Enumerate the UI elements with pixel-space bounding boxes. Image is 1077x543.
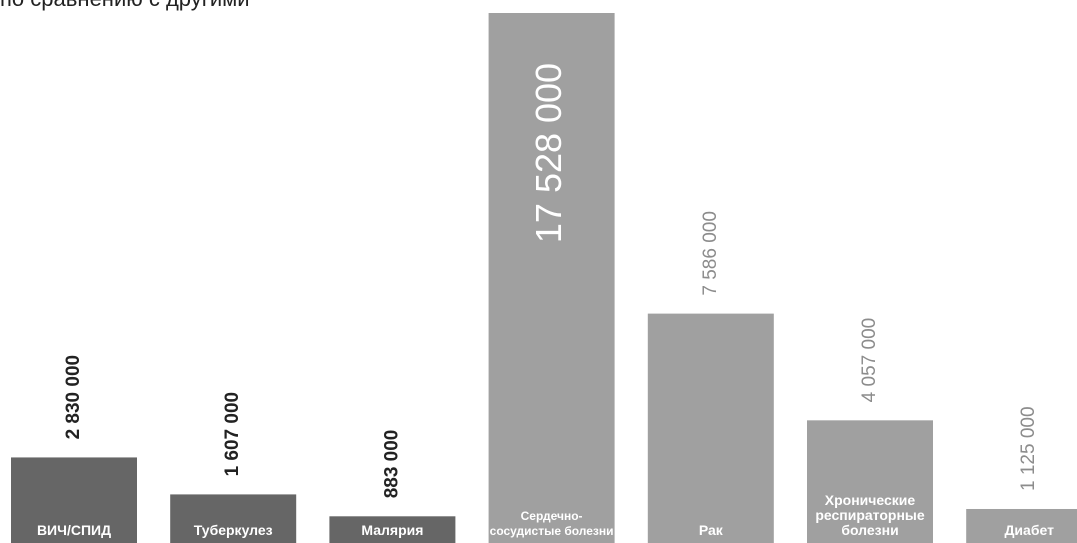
- value-label-5: 7 586 000: [700, 211, 721, 296]
- bar-1: [11, 457, 137, 543]
- category-label-4: Сердечно-сосудистые болезни: [490, 509, 614, 538]
- bar-2: [170, 494, 297, 543]
- category-label-7: Диабет: [1004, 522, 1054, 538]
- bar-6: [807, 420, 933, 543]
- category-label-5: Рак: [699, 522, 724, 538]
- category-label-1: ВИЧ/СПИД: [37, 522, 111, 538]
- value-label-2: 1 607 000: [222, 392, 243, 477]
- category-label-3: Малярия: [361, 522, 423, 538]
- bar-5: [647, 313, 774, 543]
- bar-3: [329, 516, 456, 543]
- value-label-3: 883 000: [381, 430, 402, 499]
- category-label-2: Туберкулез: [194, 522, 273, 538]
- value-label-7: 1 125 000: [1018, 406, 1039, 491]
- value-label-6: 4 057 000: [859, 318, 880, 403]
- bar-7: [966, 508, 1077, 543]
- bar-4: [488, 13, 615, 543]
- value-label-4: 17 528 000: [528, 63, 569, 243]
- category-label-6: Хронические респираторные болезни: [815, 492, 925, 538]
- value-label-1: 2 830 000: [63, 355, 84, 440]
- chart-heading-fragment: по сравнению с другими: [0, 0, 250, 12]
